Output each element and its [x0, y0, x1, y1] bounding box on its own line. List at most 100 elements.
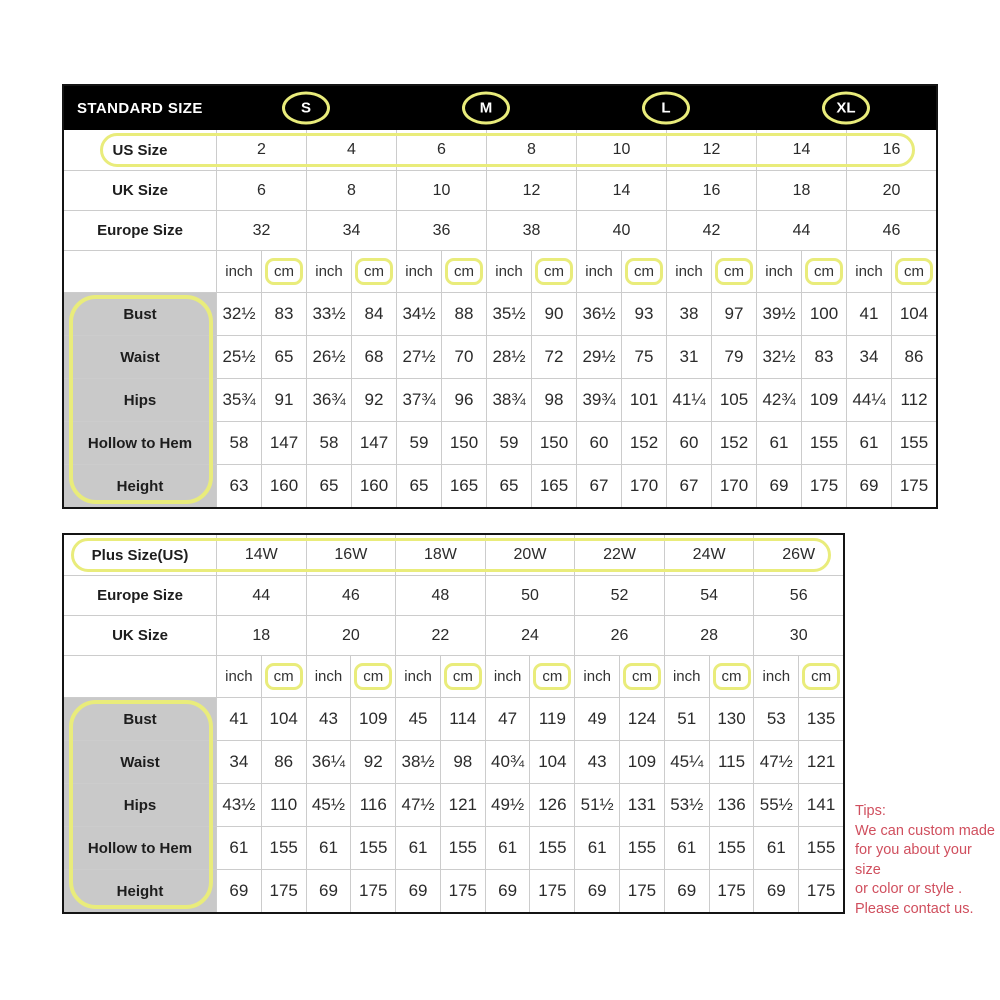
tips-line: We can custom made	[855, 822, 995, 839]
measure-value-cell: 49	[574, 698, 619, 740]
size-value-cell: 46	[305, 576, 396, 615]
size-value-cell: 30	[753, 616, 843, 655]
measure-value-cell: 175	[798, 870, 843, 912]
measure-value-cell: 69	[395, 870, 440, 912]
measure-value-cell: 98	[531, 379, 576, 421]
measure-value-cell: 69	[663, 870, 709, 912]
measure-value-cell: 147	[351, 422, 396, 464]
measure-value-cell: 49½	[484, 784, 530, 826]
measure-value-cell: 160	[261, 465, 306, 507]
size-value-cell: 8	[486, 130, 576, 170]
inch-header-cell: inch	[753, 656, 798, 697]
size-value-cell: 26W	[753, 535, 843, 575]
measure-value-cell: 34	[216, 741, 261, 783]
measure-value-cell: 55½	[753, 784, 798, 826]
measure-value-cell: 93	[621, 293, 666, 335]
size-value-cell: 2	[216, 130, 306, 170]
measure-value-cell: 131	[619, 784, 664, 826]
cm-highlight-box: cm	[264, 663, 303, 690]
size-value-cell: 28	[663, 616, 754, 655]
size-value-cell: 40	[576, 211, 666, 250]
measure-value-cell: 39½	[756, 293, 801, 335]
measure-value-cell: 155	[708, 827, 754, 869]
measure-value-cell: 42¾	[756, 379, 801, 421]
measure-value-cell: 124	[619, 698, 664, 740]
measure-value-cell: 67	[666, 465, 711, 507]
measure-value-cell: 69	[574, 870, 619, 912]
measure-value-cell: 84	[351, 293, 396, 335]
cm-header-cell: cm	[531, 251, 576, 292]
measure-value-cell: 92	[350, 741, 395, 783]
measure-row: Hollow to Hem 61 155 61 155 61 155 61 155 61 155 61…	[64, 826, 843, 869]
measure-value-cell: 32½	[756, 336, 801, 378]
measure-value-cell: 75	[621, 336, 666, 378]
measure-value-cell: 165	[531, 465, 576, 507]
cm-header-cell: cm	[529, 656, 574, 697]
size-value-cell: 24W	[663, 535, 754, 575]
measure-value-cell: 34	[846, 336, 891, 378]
cm-header-cell: cm	[439, 656, 485, 697]
measure-value-cell: 155	[350, 827, 395, 869]
measure-value-cell: 69	[216, 870, 261, 912]
measure-value-cell: 83	[801, 336, 846, 378]
measure-value-cell: 175	[529, 870, 574, 912]
size-badge-l: L	[642, 91, 690, 125]
size-value-cell: 16	[846, 130, 936, 170]
measure-value-cell: 43	[574, 741, 619, 783]
cm-header-cell: cm	[798, 656, 843, 697]
measure-value-cell: 69	[846, 465, 891, 507]
measure-value-cell: 29½	[576, 336, 621, 378]
measure-value-cell: 61	[305, 827, 351, 869]
size-value-cell: 8	[306, 171, 396, 210]
measure-value-cell: 53½	[663, 784, 709, 826]
measure-label: Hips	[64, 379, 216, 421]
measure-value-cell: 47½	[395, 784, 440, 826]
size-row: Plus Size(US) 14W 16W 18W 20W 22W 24W 26W	[64, 535, 843, 575]
size-value-cell: 18W	[395, 535, 485, 575]
inch-header-cell: inch	[216, 251, 261, 292]
standard-table-header: STANDARD SIZE S M L XL	[64, 86, 936, 130]
measure-value-cell: 86	[891, 336, 936, 378]
tips-line: or color or style .	[855, 881, 963, 897]
size-value-cell: 38	[486, 211, 576, 250]
measure-value-cell: 70	[441, 336, 486, 378]
cm-header-cell: cm	[801, 251, 846, 292]
row-label: US Size	[112, 141, 168, 159]
cm-highlight-box: cm	[625, 258, 663, 285]
size-value-cell: 24	[484, 616, 575, 655]
measure-value-cell: 25½	[216, 336, 261, 378]
measure-value-cell: 155	[891, 422, 936, 464]
measure-value-cell: 104	[891, 293, 936, 335]
cm-highlight-box: cm	[715, 258, 753, 285]
cm-header-cell: cm	[260, 656, 306, 697]
tips-line: Please contact us.	[855, 900, 974, 917]
inch-header-cell: inch	[395, 656, 440, 697]
inch-header-cell: inch	[305, 656, 351, 697]
measure-value-cell: 115	[708, 741, 754, 783]
size-badge-m: M	[462, 91, 510, 125]
measure-row: Bust 41 104 43 109 45 114 47 119 49 124 51 130 53 135	[64, 697, 843, 740]
size-value-cell: 12	[486, 171, 576, 210]
measure-value-cell: 175	[260, 870, 306, 912]
cm-header-cell: cm	[708, 656, 754, 697]
inch-header-cell: inch	[484, 656, 530, 697]
measure-row: Waist 25½ 65 26½ 68 27½ 70 28½ 72 29½ 75 31 79 32½ 83 3…	[64, 335, 936, 378]
measure-value-cell: 43	[305, 698, 351, 740]
measure-value-cell: 83	[261, 293, 306, 335]
size-value-cell: 42	[666, 211, 756, 250]
size-value-cell: 36	[396, 211, 486, 250]
inch-header-cell: inch	[486, 251, 531, 292]
measure-value-cell: 175	[891, 465, 936, 507]
measure-row: Hips 43½ 110 45½ 116 47½ 121 49½ 126 51½ 131 53½ 136…	[64, 783, 843, 826]
measure-value-cell: 69	[756, 465, 801, 507]
measure-value-cell: 175	[350, 870, 395, 912]
measure-value-cell: 32½	[216, 293, 261, 335]
measure-value-cell: 33½	[306, 293, 351, 335]
inch-header-cell: inch	[306, 251, 351, 292]
cm-highlight-box: cm	[533, 663, 572, 690]
measure-value-cell: 61	[216, 827, 261, 869]
measure-value-cell: 155	[260, 827, 306, 869]
unit-row: inch cm inch cm inch cm inch cm inch cm inch cm inch…	[64, 250, 936, 292]
size-row: Europe Size 44 46 48 50 52 54 56	[64, 575, 843, 615]
